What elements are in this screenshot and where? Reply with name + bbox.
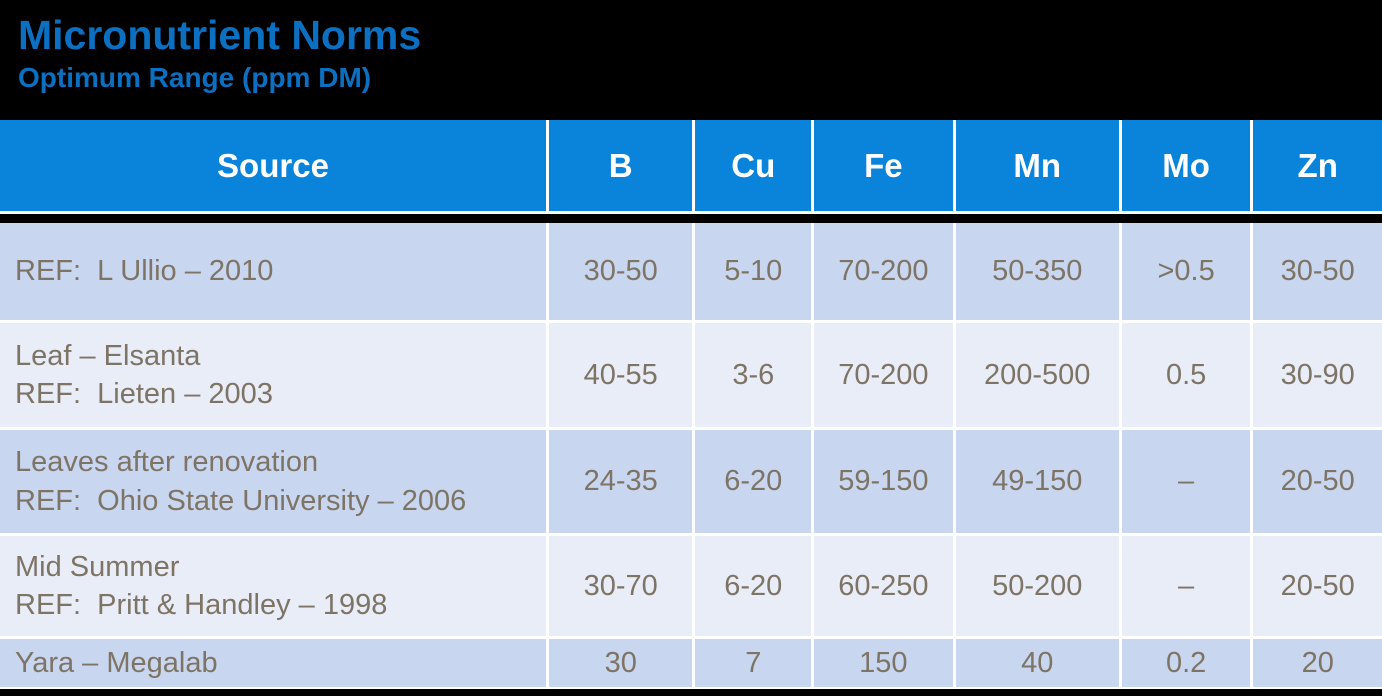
table-row: Leaf – Elsanta REF: Lieten – 2003 40-55 … [0, 323, 1382, 427]
cell-cu: 6-20 [695, 430, 812, 533]
source-line: Leaf – Elsanta [15, 339, 201, 372]
source-line: REF: Pritt & Handley – 1998 [15, 589, 388, 621]
column-header-mn: Mn [955, 120, 1119, 211]
cell-mn: 50-350 [955, 223, 1119, 320]
source-line: REF: L Ullio – 2010 [15, 255, 274, 288]
source-line: REF: Lieten – 2003 [15, 378, 273, 410]
cell-zn: 0.2 [1121, 639, 1251, 687]
page-subtitle: Optimum Range (ppm DM) [18, 62, 372, 94]
cell-mn: 50-200 [955, 536, 1119, 636]
page-title: Micronutrient Norms [18, 12, 422, 58]
cell-fe: 59-150 [814, 430, 953, 533]
cell-cu: 7 [695, 639, 812, 687]
column-header-cu: Cu [695, 120, 812, 211]
micronutrient-table: Source B Cu Fe Mn Mo Zn REF: L Ullio – 2… [0, 120, 1382, 689]
table-row: Yara – Megalab 30 7 150 40 0.2 20 [0, 639, 1382, 687]
source-line: REF: Ohio State University – 2006 [15, 484, 467, 517]
source-line: Leaves after renovation [15, 446, 319, 479]
cell-zn: 30-50 [1253, 223, 1382, 320]
cell-zn: 20 [1253, 639, 1382, 687]
cell-b: 40-55 [548, 323, 693, 427]
cell-zn: 20-50 [1253, 536, 1382, 636]
column-header-mo: Mo [1121, 120, 1251, 211]
cell-zn: 20-50 [1253, 430, 1382, 533]
cell-mn: 200-500 [955, 323, 1119, 427]
table-row: Leaves after renovation REF: Ohio State … [0, 430, 1382, 533]
cell-b: 24-35 [548, 430, 693, 533]
source-line: Mid Summer [15, 550, 180, 583]
cell-source: Leaves after renovation REF: Ohio State … [0, 430, 546, 533]
column-header-fe: Fe [814, 120, 953, 211]
cell-source: Yara – Megalab [0, 639, 546, 687]
cell-b: 30-70 [548, 536, 693, 636]
cell-source: REF: L Ullio – 2010 [0, 223, 546, 320]
header-body-gap [0, 214, 1382, 223]
column-header-b: B [548, 120, 693, 211]
cell-mo: – [1121, 430, 1251, 533]
table-row: Mid Summer REF: Pritt & Handley – 1998 3… [0, 536, 1382, 636]
column-header-zn: Zn [1253, 120, 1382, 211]
cell-fe: 150 [814, 639, 953, 687]
cell-b: 30-50 [548, 223, 693, 320]
cell-source: Mid Summer REF: Pritt & Handley – 1998 [0, 536, 546, 636]
cell-mo: – [1121, 536, 1251, 636]
cell-cu: 3-6 [695, 323, 812, 427]
table-body: REF: L Ullio – 2010 30-50 5-10 70-200 50… [0, 223, 1382, 689]
cell-source: Leaf – Elsanta REF: Lieten – 2003 [0, 323, 546, 427]
cell-mn: 40 [955, 639, 1119, 687]
cell-zn: 30-90 [1253, 323, 1382, 427]
cell-mo: >0.5 [1121, 223, 1251, 320]
cell-cu: 5-10 [695, 223, 812, 320]
cell-b: 30 [548, 639, 693, 687]
cell-fe: 60-250 [814, 536, 953, 636]
cell-mo: 0.5 [1121, 323, 1251, 427]
cell-fe: 70-200 [814, 323, 953, 427]
cell-cu: 6-20 [695, 536, 812, 636]
table-header-row: Source B Cu Fe Mn Mo Zn [0, 120, 1382, 214]
cell-fe: 70-200 [814, 223, 953, 320]
table-row: REF: L Ullio – 2010 30-50 5-10 70-200 50… [0, 223, 1382, 320]
cell-mn: 49-150 [955, 430, 1119, 533]
source-line: Yara – Megalab [15, 646, 218, 679]
title-block: Micronutrient Norms Optimum Range (ppm D… [0, 0, 1382, 120]
column-header-source: Source [0, 120, 546, 211]
